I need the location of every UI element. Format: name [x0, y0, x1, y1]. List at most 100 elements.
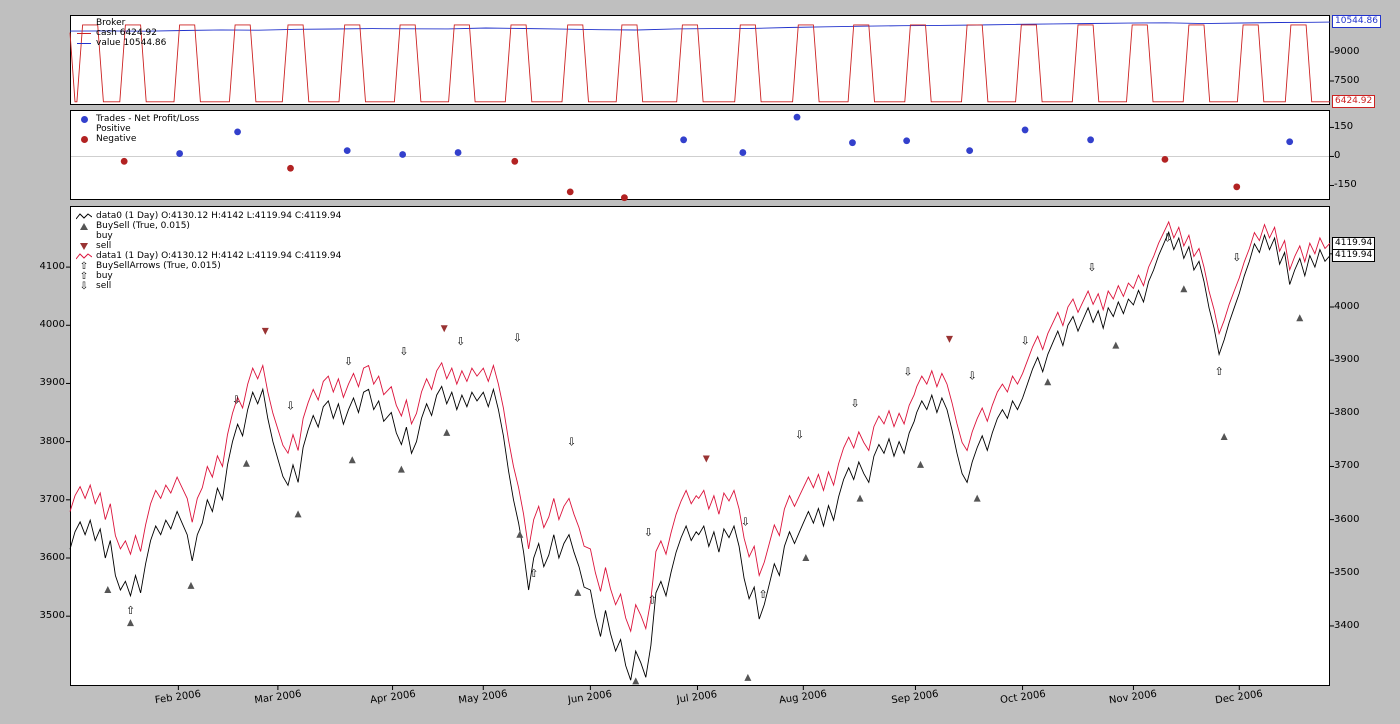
- sell-triangle-marker: [945, 335, 953, 343]
- buysellarrows-icon: ⇧: [79, 260, 89, 272]
- negative-dot-icon: [76, 134, 92, 144]
- negative-trade-dot: [566, 188, 574, 196]
- broker-legend: Broker cash 6424.92 value 10544.86: [76, 18, 166, 48]
- buy-triangle-marker: [1296, 314, 1304, 322]
- positive-trade-dot: [399, 151, 407, 158]
- data0-line-sample: [76, 211, 92, 221]
- arrow-sell-legend-label: sell: [96, 281, 112, 291]
- price-panel[interactable]: ⇩ ⇩ ⇩ ⇩ ⇩ ⇩ ⇩ ⇩ ⇩ ⇩ ⇩ ⇩ ⇩ ⇩ ⇩ ⇩ ⇩ ⇧ ⇧ ⇧ ⇧ ⇧: [66, 206, 1334, 690]
- legend-row: Broker: [76, 18, 166, 28]
- buy-triangle-marker: [802, 554, 810, 561]
- buy-triangle-marker: [744, 673, 752, 681]
- buy-arrow-icon: ⇧: [79, 270, 89, 282]
- buysellarrows-legend-label: BuySellArrows (True, 0.015): [96, 261, 221, 271]
- y-tick-label: 4000: [1334, 300, 1360, 312]
- buy-triangle-marker: [1112, 341, 1120, 349]
- buy-triangle-marker: [1180, 285, 1188, 293]
- y-tick-label: 3900: [39, 377, 65, 389]
- y-tick-label: 9000: [1334, 45, 1360, 57]
- positive-trade-dot: [454, 149, 462, 156]
- positive-trade-dot: [1286, 138, 1294, 146]
- trades-canvas: [70, 110, 1334, 202]
- sell-arrow-marker: ⇩: [456, 335, 465, 348]
- positive-trade-dot: [1087, 136, 1094, 144]
- trades-panel[interactable]: [70, 110, 1334, 202]
- buy-triangle-marker: [126, 619, 134, 627]
- y-tick-label: 3500: [1334, 566, 1360, 578]
- x-tick-label: May 2006: [458, 688, 509, 707]
- legend-row: BuySell (True, 0.015): [76, 221, 341, 231]
- legend-row: Negative: [76, 134, 199, 144]
- sell-arrow-marker: ⇩: [286, 399, 295, 412]
- value-legend-label: value 10544.86: [96, 38, 167, 48]
- buy-arrow-marker: ⇧: [529, 567, 538, 580]
- sell-triangle-marker: [702, 455, 710, 463]
- buy-triangle-marker: [973, 494, 981, 502]
- sell-arrow-marker: ⇩: [567, 435, 576, 448]
- sell-legend-label: sell: [96, 241, 112, 251]
- legend-row: cash 6424.92: [76, 28, 166, 38]
- broker-panel[interactable]: [69, 15, 1334, 105]
- buy-triangle-marker: [104, 586, 112, 593]
- negative-trade-dot: [1161, 155, 1169, 163]
- positive-trade-dot: [680, 136, 688, 144]
- positive-trade-dot: [176, 150, 184, 157]
- positive-trade-dot: [343, 147, 351, 155]
- legend-row: sell: [76, 241, 341, 251]
- buy-arrow-marker: ⇧: [1215, 365, 1224, 378]
- x-tick-label: Aug 2006: [778, 688, 828, 707]
- y-tick-label: 3900: [1334, 354, 1360, 366]
- x-tick-label: Mar 2006: [253, 688, 303, 707]
- y-tick-label: 3400: [1334, 619, 1360, 631]
- x-tick-label: Nov 2006: [1108, 688, 1159, 707]
- sell-arrow-icon: ⇩: [79, 280, 89, 292]
- y-tick-label: 3700: [39, 493, 65, 505]
- sell-triangle-icon: [76, 241, 92, 251]
- buy-arrow-marker: ⇧: [758, 588, 767, 601]
- positive-trade-dot: [793, 113, 801, 121]
- sell-arrow-marker: ⇩: [1020, 334, 1029, 347]
- sell-arrow-marker: ⇩: [1232, 251, 1241, 264]
- value-line-sample: [76, 38, 92, 48]
- sell-arrow-marker: ⇩: [1087, 261, 1096, 274]
- data1-line-sample: [76, 251, 92, 261]
- price-legend: data0 (1 Day) O:4130.12 H:4142 L:4119.94…: [76, 211, 342, 292]
- buy-triangle-marker: [1220, 432, 1228, 440]
- sell-arrow-marker: ⇩: [1163, 231, 1172, 244]
- legend-spacer: [76, 18, 92, 28]
- legend-row: Trades - Net Profit/Loss: [76, 114, 199, 124]
- sell-arrow-marker: ⇩: [644, 526, 653, 539]
- buy-triangle-marker: [1044, 378, 1052, 386]
- y-tick-label: 3800: [39, 435, 65, 447]
- legend-row: buy: [76, 231, 341, 241]
- positive-legend-label: Positive: [96, 124, 131, 134]
- buy-triangle-marker: [574, 588, 582, 596]
- buy-triangle-marker: [242, 459, 250, 467]
- buysell-legend-label: BuySell (True, 0.015): [96, 221, 190, 231]
- y-tick-label: 3600: [1334, 513, 1360, 525]
- x-tick-label: Feb 2006: [154, 688, 203, 707]
- y-tick-label: 3700: [1334, 460, 1360, 472]
- x-tick-label: Oct 2006: [999, 688, 1047, 707]
- cash-line: [69, 24, 1330, 103]
- axes-frame: [70, 15, 1330, 105]
- data1-legend-label: data1 (1 Day) O:4130.12 H:4142 L:4119.94…: [96, 251, 342, 261]
- legend-row: ⇧ buy: [76, 270, 341, 282]
- negative-trade-dot: [621, 194, 628, 202]
- arrow-buy-legend-label: buy: [96, 271, 113, 281]
- data0-close-line: [69, 230, 1331, 681]
- negative-trade-dot: [120, 157, 128, 165]
- positive-trade-dot: [739, 149, 747, 156]
- sell-triangle-marker: [440, 325, 448, 333]
- buy-triangle-marker: [856, 494, 864, 502]
- legend-spacer: [76, 231, 92, 241]
- positive-trade-dot: [849, 139, 856, 147]
- x-tick-label: Jun 2006: [567, 688, 614, 707]
- data0-legend-label: data0 (1 Day) O:4130.12 H:4142 L:4119.94…: [96, 211, 342, 221]
- positive-dot-icon: [76, 114, 92, 124]
- sell-arrow-marker: ⇩: [968, 370, 977, 383]
- trades-legend: Trades - Net Profit/Loss Positive Negati…: [76, 114, 199, 144]
- legend-spacer: [76, 124, 92, 134]
- buy-legend-label: buy: [96, 231, 113, 241]
- legend-row: Positive: [76, 124, 199, 134]
